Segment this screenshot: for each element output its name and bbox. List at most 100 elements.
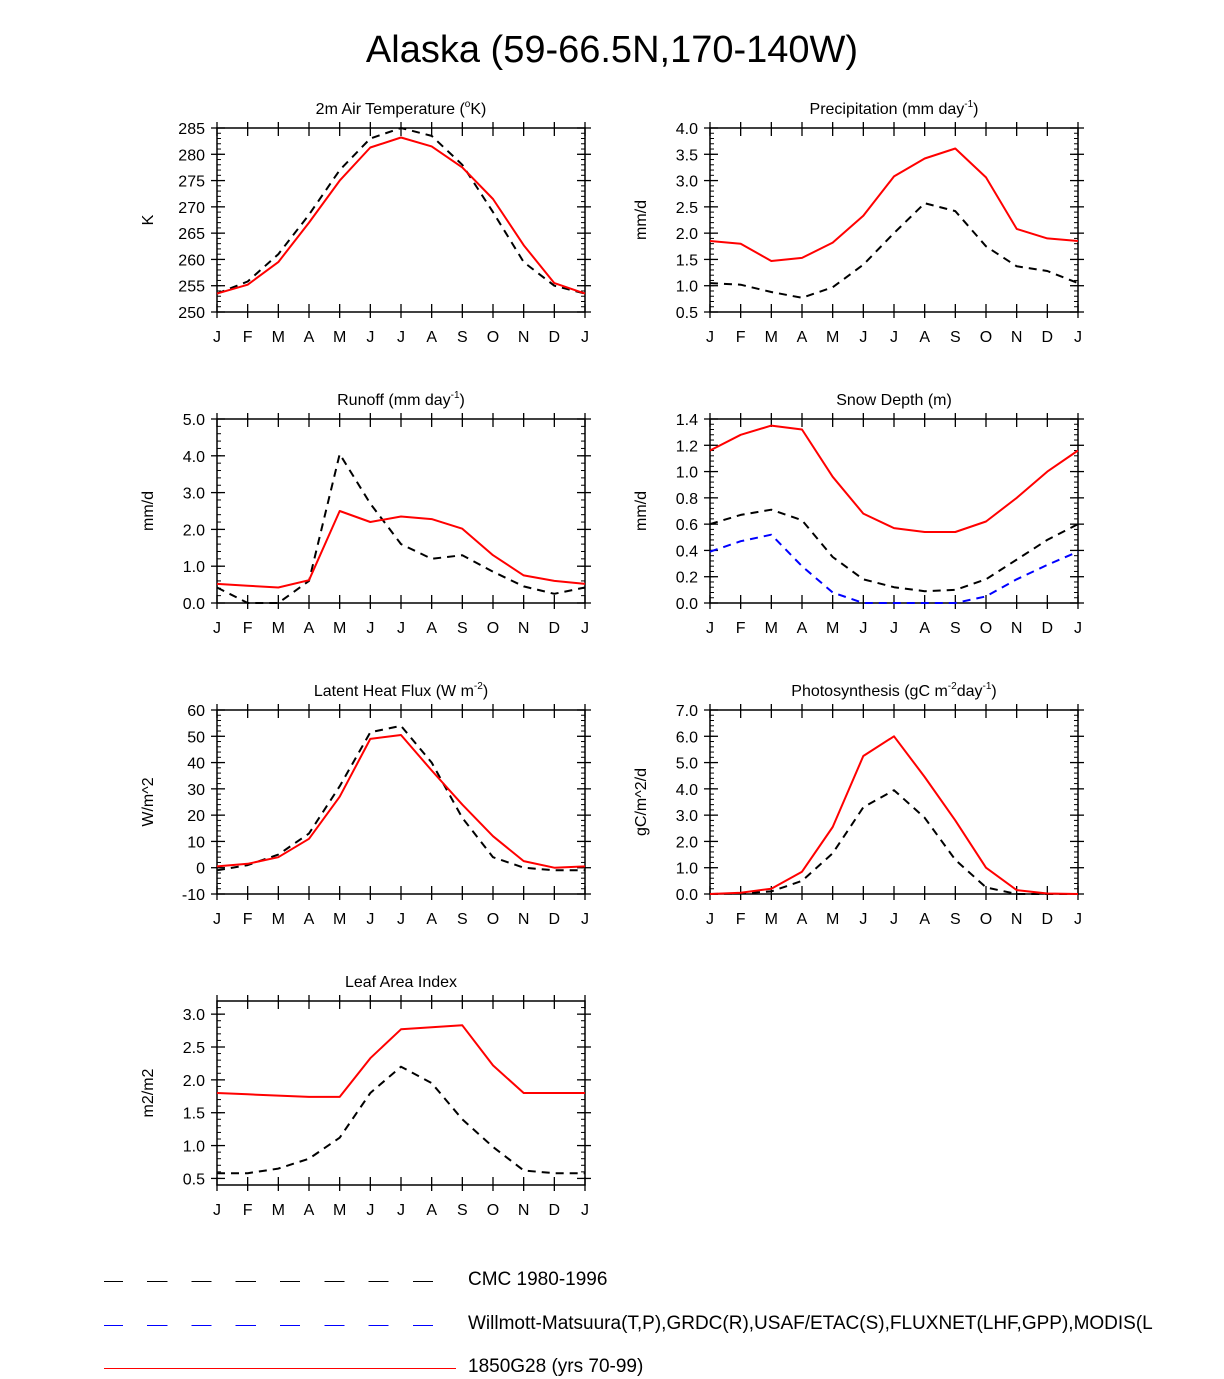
x-tick-label: J [397,620,405,637]
y-tick-label: 285 [178,121,205,138]
series-line-model [216,510,586,589]
y-tick-label: 1.4 [676,412,698,429]
x-tick-label: O [487,911,499,928]
x-tick-label: O [487,329,499,346]
x-tick-label: A [426,911,437,928]
chart-panel-0: 2m Air Temperature (oK) J F M A M J J A S O N D J 250 2… [140,99,591,346]
x-tick-label: O [980,911,992,928]
x-tick-label: J [859,329,867,346]
x-tick-label: J [1074,911,1082,928]
y-tick-label: 2.0 [183,522,205,539]
legend-label-obs2: Willmott-Matsuura(T,P),GRDC(R),USAF/ETAC… [468,1313,1153,1334]
y-tick-label: 10 [187,834,205,851]
x-tick-label: A [797,911,808,928]
x-tick-label: J [397,1202,405,1219]
x-tick-label: J [366,1202,374,1219]
x-tick-label: S [950,620,961,637]
y-tick-label: 2.0 [676,834,698,851]
x-tick-label: M [272,911,285,928]
series-line-obs [709,789,1078,895]
x-tick-label: J [890,911,898,928]
x-tick-label: F [243,1202,253,1219]
y-tick-label: 3.0 [676,808,698,825]
y-tick-label: 0.5 [676,305,698,322]
y-tick-label: 2.5 [676,200,698,217]
y-tick-label: 5.0 [676,756,698,773]
y-tick-label: 2.0 [183,1073,205,1090]
y-tick-label: 0.2 [676,570,698,587]
y-tick-label: 280 [178,147,205,164]
x-tick-label: D [1042,329,1054,346]
x-tick-label: J [581,329,589,346]
x-tick-label: M [272,620,285,637]
x-tick-label: J [581,620,589,637]
chart-frame [216,418,586,604]
x-tick-label: J [397,911,405,928]
x-tick-label: D [549,911,561,928]
x-tick-label: D [549,620,561,637]
y-axis-label: gC/m^2/d [633,768,650,836]
chart-panel-4: Latent Heat Flux (W m-2) J F M A M J J A S O N D J -10… [140,681,591,928]
x-tick-label: A [919,329,930,346]
y-axis-label: W/m^2 [140,777,157,826]
chart-panel-5: Photosynthesis (gC m-2day-1) J F M A M J J A S O N D… [633,681,1084,928]
x-tick-label: N [518,911,530,928]
x-tick-label: N [518,1202,530,1219]
y-tick-label: 275 [178,174,205,191]
panels: 2m Air Temperature (oK) J F M A M J J A S O N D J 250 2… [140,99,1084,1219]
chart-frame [216,709,586,895]
y-axis-label: m2/m2 [140,1068,157,1117]
x-tick-label: A [797,329,808,346]
x-tick-label: M [272,329,285,346]
x-tick-label: S [457,911,468,928]
y-tick-label: 3.0 [676,174,698,191]
chart-frame [709,127,1079,313]
y-tick-label: 270 [178,200,205,217]
y-tick-label: 0.0 [183,596,205,613]
y-tick-label: 1.2 [676,438,698,455]
x-tick-label: D [549,1202,561,1219]
series-line-model [216,734,586,869]
x-tick-label: M [272,1202,285,1219]
x-tick-label: M [333,620,346,637]
x-tick-label: J [213,1202,221,1219]
series-line-model [709,424,1079,533]
y-tick-label: 4.0 [183,449,205,466]
y-tick-label: 20 [187,808,205,825]
chart-panel-2: Runoff (mm day-1) J F M A M J J A S O N D J 0.0 1.0 2.0 3… [140,390,591,637]
x-tick-label: F [243,329,253,346]
x-tick-label: M [333,1202,346,1219]
x-tick-label: J [397,329,405,346]
x-tick-label: J [213,620,221,637]
x-tick-label: M [765,911,778,928]
x-tick-label: A [919,911,930,928]
x-tick-label: A [304,911,315,928]
x-tick-label: J [213,911,221,928]
x-tick-label: D [1042,911,1054,928]
y-tick-label: 1.0 [676,861,698,878]
x-tick-label: S [457,1202,468,1219]
x-tick-label: J [366,911,374,928]
y-tick-label: 0.0 [676,596,698,613]
y-tick-label: 60 [187,703,205,720]
x-tick-label: M [826,911,839,928]
x-tick-label: J [581,911,589,928]
x-tick-label: N [1011,911,1023,928]
y-tick-label: 0 [196,861,205,878]
y-tick-label: 4.0 [676,121,698,138]
y-tick-label: 250 [178,305,205,322]
x-tick-label: A [304,329,315,346]
x-tick-label: S [457,620,468,637]
x-tick-label: J [706,329,714,346]
legend-label-model: 1850G28 (yrs 70-99) [468,1356,644,1377]
x-tick-label: A [797,620,808,637]
x-tick-label: M [765,329,778,346]
legend-line-obs [104,1281,456,1282]
legend-label-obs: CMC 1980-1996 [468,1269,608,1290]
x-tick-label: F [243,911,253,928]
x-tick-label: J [366,620,374,637]
y-axis-label: mm/d [633,200,650,240]
y-tick-label: 7.0 [676,703,698,720]
x-tick-label: J [706,911,714,928]
x-tick-label: D [1042,620,1054,637]
